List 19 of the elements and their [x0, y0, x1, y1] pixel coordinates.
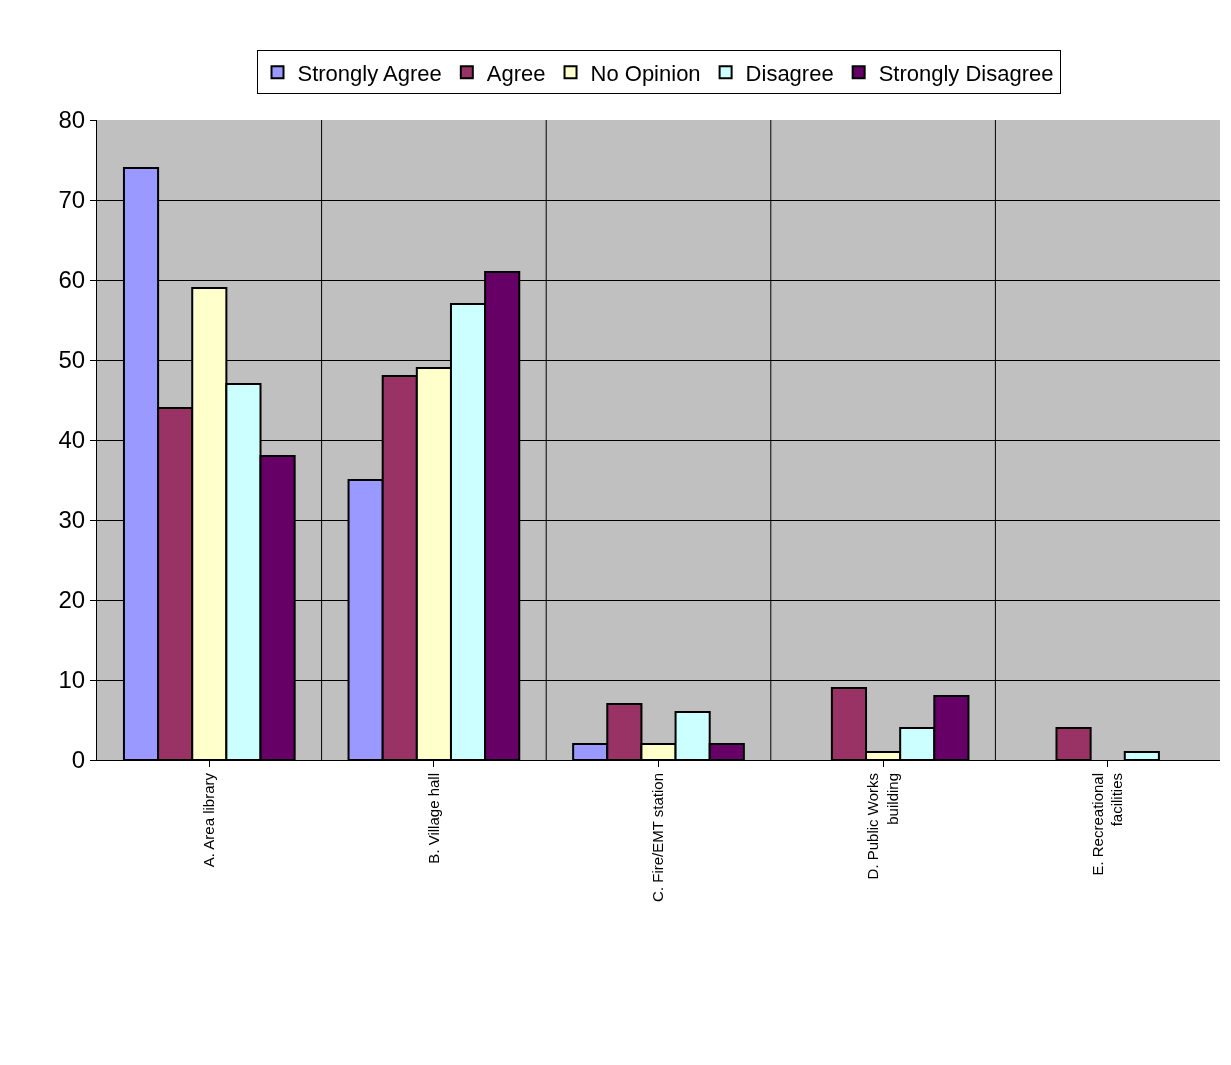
y-tick-label: 70	[58, 186, 86, 214]
y-tick-label: 80	[58, 106, 86, 134]
y-tick-label: 60	[58, 266, 86, 294]
x-tick-label: B. Village hall	[424, 773, 442, 864]
x-tick-label: C. Fire/EMT station	[649, 773, 667, 902]
y-tick-label: 0	[71, 746, 86, 774]
y-tick-label: 50	[58, 346, 86, 374]
legend-label: No Opinion	[590, 60, 701, 86]
y-tick-label: 20	[58, 586, 86, 614]
x-tick-label: E. Recreational facilities	[1088, 773, 1126, 876]
x-tick-label: D. Public Works building	[864, 773, 901, 880]
legend-label: Strongly Disagree	[878, 60, 1054, 86]
legend-label: Disagree	[745, 60, 834, 86]
y-tick-label: 30	[58, 506, 86, 534]
y-tick-label: 40	[58, 426, 86, 454]
y-tick-label: 10	[58, 666, 86, 694]
x-tick-label: A. Area library	[200, 772, 218, 868]
legend-label: Agree	[486, 60, 546, 86]
legend-label: Strongly Agree	[297, 60, 442, 86]
